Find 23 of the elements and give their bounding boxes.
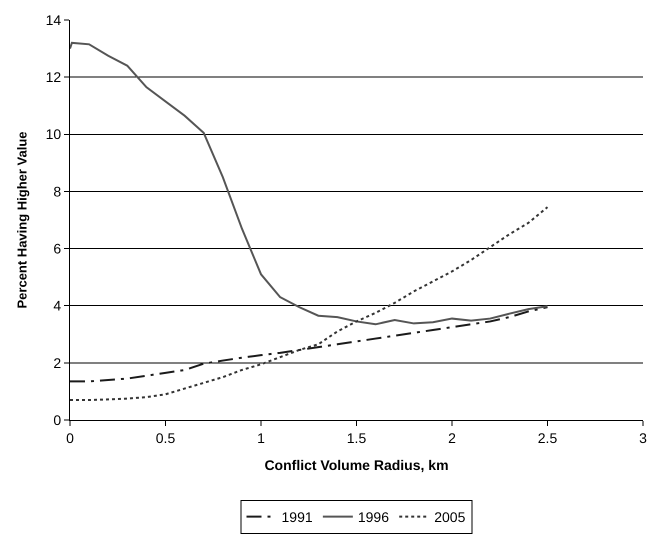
y-tick-label: 8: [53, 183, 62, 200]
y-tick-label: 12: [46, 69, 62, 86]
y-tick-label: 0: [53, 412, 62, 428]
y-tick-label: 14: [46, 12, 62, 28]
legend-label: 2005: [434, 509, 466, 526]
line-series: [70, 306, 548, 382]
y-tick-label: 2: [53, 354, 62, 371]
line-series: [70, 42, 548, 326]
y-tick-label: 10: [46, 126, 62, 142]
x-tick-label: 0: [66, 430, 74, 446]
y-tick-label: 6: [53, 240, 62, 256]
x-tick-label: 1: [257, 430, 266, 446]
legend-label: 1996: [358, 509, 390, 526]
line-series: [70, 206, 548, 401]
y-axis-title: Percent Having Higher Value: [14, 131, 30, 309]
x-tick-label: 1.5: [346, 430, 366, 446]
x-tick-label: 3: [639, 430, 648, 446]
y-tick-label: 4: [53, 298, 62, 314]
x-tick-label: 0.5: [156, 430, 176, 446]
legend-label: 1991: [282, 509, 313, 526]
x-tick-label: 2: [448, 430, 456, 446]
x-tick-label: 2.5: [538, 430, 558, 446]
x-axis-title: Conflict Volume Radius, km: [264, 457, 449, 474]
